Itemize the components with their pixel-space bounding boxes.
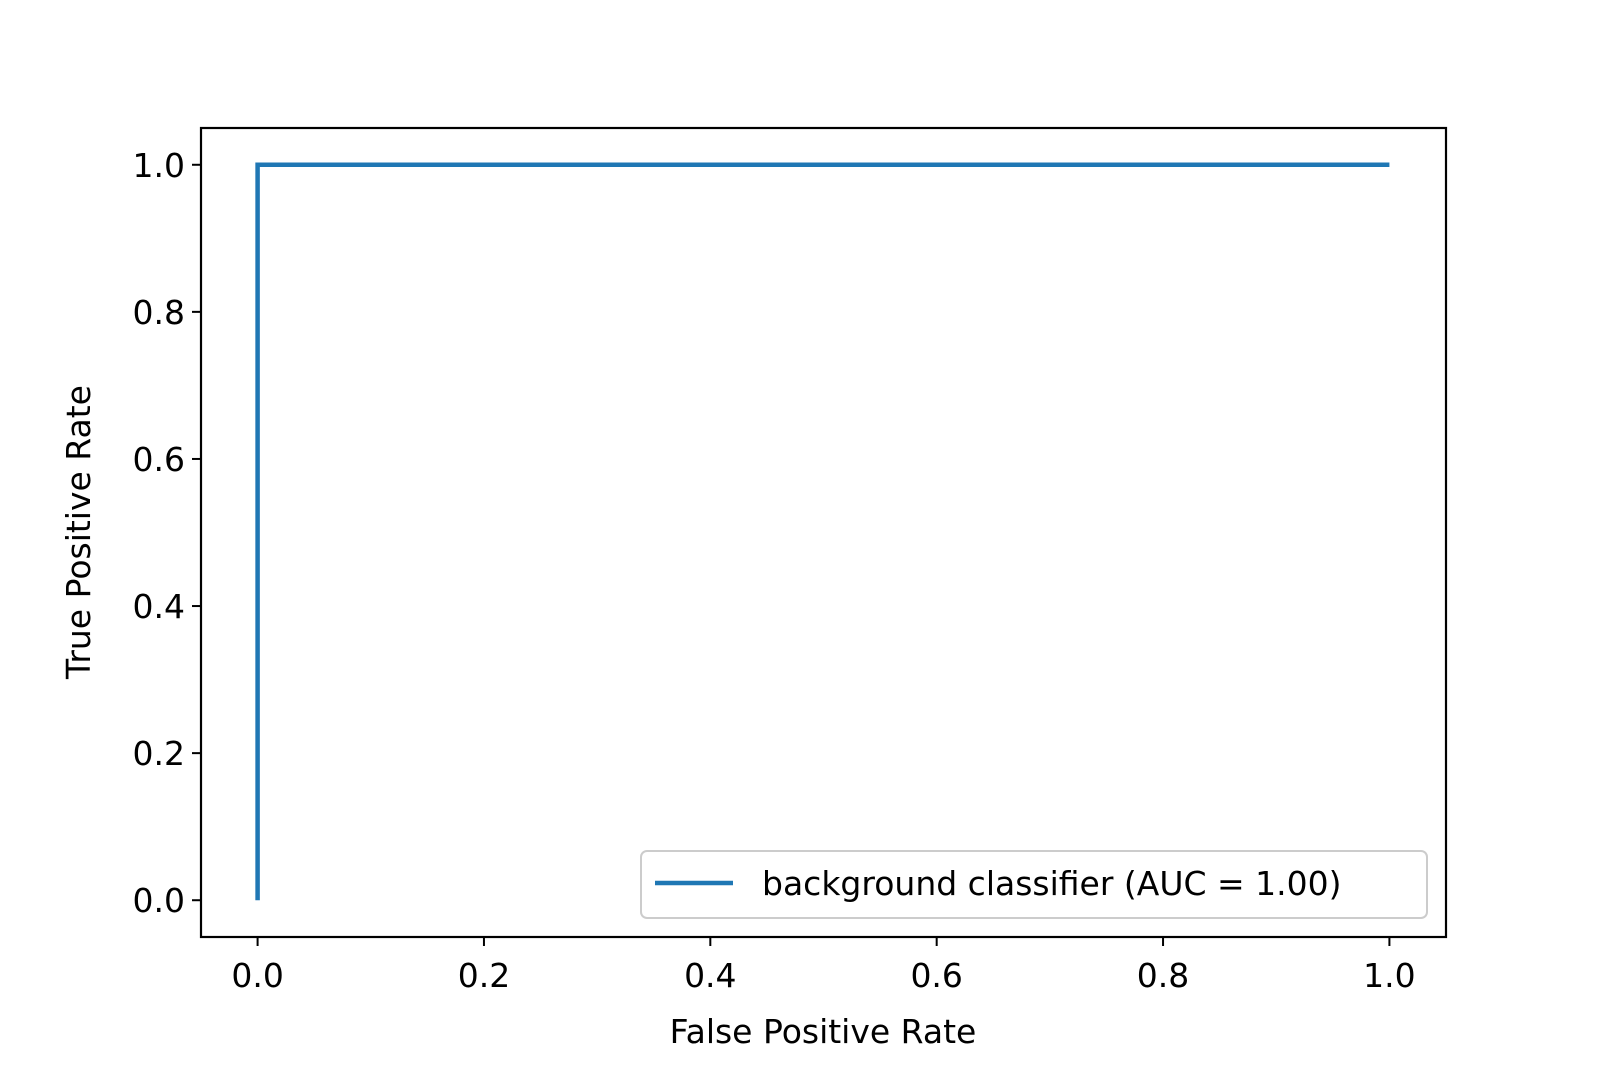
x-tick-label: 0.0: [231, 956, 283, 995]
y-tick-label: 0.0: [133, 881, 185, 920]
x-tick-label: 0.6: [910, 956, 962, 995]
series-group: [255, 162, 1390, 901]
y-tick-label: 1.0: [133, 146, 185, 185]
y-tick-label: 0.4: [133, 587, 185, 626]
plot-area: [201, 128, 1446, 937]
roc-curve-line: [255, 162, 1390, 901]
ticks-group: 0.0 0.2 0.4 0.6 0.8 1.0 0.0 0.2 0.4 0.6 0.8 1.0: [133, 146, 1416, 995]
y-tick-label: 0.6: [133, 440, 185, 479]
y-tick-label: 0.2: [133, 734, 185, 773]
legend-box: [640, 850, 1428, 919]
legend-label: background classifier (AUC = 1.00): [762, 864, 1342, 903]
x-tick-label: 0.2: [458, 956, 510, 995]
x-axis-title: False Positive Rate: [670, 1012, 977, 1051]
x-tick-label: 1.0: [1363, 956, 1415, 995]
x-tick-label: 0.4: [684, 956, 736, 995]
y-axis-title: True Positive Rate: [59, 385, 98, 680]
y-tick-label: 0.8: [133, 293, 185, 332]
legend: background classifier (AUC = 1.00): [640, 850, 1428, 919]
plot-frame: [199, 126, 1448, 939]
x-tick-label: 0.8: [1137, 956, 1189, 995]
